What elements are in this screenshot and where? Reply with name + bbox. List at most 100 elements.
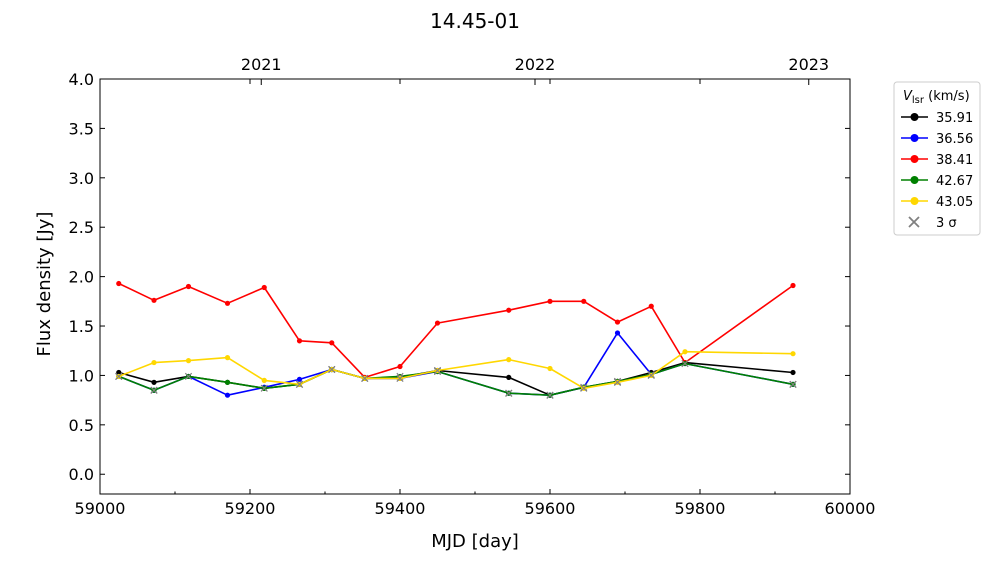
upper-limit-marker [789, 380, 797, 388]
plot-frame [99, 78, 851, 495]
x-tick-label: 59800 [675, 499, 726, 518]
legend-title-sub: lsr [912, 95, 925, 106]
upper-limit-marker [546, 391, 554, 399]
data-point [185, 358, 192, 364]
top-tick-label: 2021 [241, 55, 282, 74]
series-38.41 [116, 280, 796, 381]
legend-items: 35.91 36.56 38.41 42.67 43.05 [901, 111, 973, 210]
data-point [682, 349, 688, 355]
upper-limit-marker [115, 372, 123, 381]
legend-title: Vlsr (km/s) [903, 89, 970, 106]
data-point [434, 320, 441, 326]
series-layer [115, 280, 797, 399]
y-tick-label: 1.5 [69, 317, 94, 336]
legend-sigma-marker [908, 216, 920, 228]
y-axis-ticks: 0.0 0.5 1.0 1.5 2.0 2.5 3.0 3.5 4.0 [69, 70, 850, 484]
y-tick-label: 0.0 [69, 465, 94, 484]
y-tick-label: 4.0 [69, 70, 94, 89]
legend-item-sigma: 3 σ [908, 216, 957, 231]
x-axis-ticks: 59000 59200 59400 59600 59800 60000 [75, 79, 876, 518]
data-point [790, 282, 796, 289]
data-point [296, 338, 303, 344]
data-point [116, 369, 122, 376]
data-point [506, 374, 512, 381]
upper-limit-marker [433, 366, 442, 375]
upper-limit-marker [361, 374, 369, 383]
upper-limit-marker [295, 380, 304, 388]
upper-limit-marker [505, 389, 513, 397]
legend-marker [910, 113, 919, 121]
data-point [185, 283, 192, 290]
x-tick-label: 59000 [75, 499, 126, 518]
data-point [261, 284, 267, 291]
legend-marker [910, 155, 919, 163]
legend-label-sigma: 3 σ [936, 216, 957, 231]
legend-label: 42.67 [936, 174, 973, 189]
y-tick-label: 2.5 [69, 218, 94, 237]
data-point [547, 298, 553, 304]
legend-item-42.67: 42.67 [901, 174, 973, 189]
legend-item-43.05: 43.05 [901, 195, 973, 210]
legend-marker [910, 176, 919, 184]
upper-limit-marker [260, 384, 268, 392]
upper-limit-marker [184, 372, 193, 381]
legend-label: 43.05 [936, 195, 973, 210]
data-point [506, 307, 512, 313]
y-tick-label: 3.0 [69, 169, 94, 188]
legend-title-unit: (km/s) [924, 89, 970, 104]
x-tick-label: 59200 [225, 499, 276, 518]
legend-item-36.56: 36.56 [901, 132, 973, 147]
upper-limit-marker [580, 384, 588, 392]
upper-limit-marker [647, 371, 655, 380]
data-point [397, 363, 403, 370]
data-point [151, 359, 157, 366]
data-point [790, 351, 796, 357]
chart-title: 14.45-01 [430, 9, 520, 33]
upper-limit-marker [396, 374, 404, 383]
y-tick-label: 3.5 [69, 119, 94, 138]
data-point [581, 298, 587, 304]
upper-limit-marker [328, 365, 336, 374]
y-tick-label: 2.0 [69, 268, 94, 287]
x-axis-label: MJD [day] [431, 531, 519, 552]
data-point [547, 365, 553, 372]
legend-marker [910, 197, 919, 205]
data-point [296, 376, 303, 382]
legend-label: 38.41 [936, 153, 973, 168]
series-36.56 [116, 330, 797, 399]
data-point [224, 300, 231, 306]
data-point [224, 379, 231, 385]
series-43.05 [115, 349, 796, 392]
legend-title-main: V [903, 89, 913, 104]
legend-label: 35.91 [936, 111, 973, 126]
y-axis-label: Flux density [Jy] [34, 212, 55, 357]
data-point [261, 377, 267, 383]
legend-label: 36.56 [936, 132, 973, 147]
data-point [790, 369, 796, 376]
x-tick-label: 59600 [525, 499, 576, 518]
series-line [118, 332, 794, 397]
data-point [224, 392, 231, 398]
upper-limit-marker [613, 378, 622, 386]
x-tick-label: 60000 [825, 499, 876, 518]
legend-item-38.41: 38.41 [901, 153, 973, 168]
data-point [151, 297, 157, 303]
legend-marker [910, 134, 919, 142]
data-point [116, 280, 122, 287]
data-point [614, 319, 621, 325]
data-point [151, 379, 157, 385]
legend: Vlsr (km/s) 35.91 36.56 38.41 42.67 43.05 3 … [893, 81, 981, 236]
upper-limit-marker [681, 359, 689, 368]
y-tick-label: 0.5 [69, 416, 94, 435]
y-tick-label: 1.0 [69, 366, 94, 385]
data-point [506, 357, 512, 363]
data-point [648, 303, 654, 309]
legend-item-35.91: 35.91 [901, 111, 973, 126]
top-tick-label: 2022 [515, 55, 556, 74]
upper-limit-marker [150, 386, 158, 394]
data-point [614, 330, 621, 336]
top-axis-ticks: 2021 2022 2023 [241, 55, 829, 85]
series-42.67 [115, 359, 797, 399]
data-point [329, 340, 335, 346]
data-point [224, 355, 231, 361]
